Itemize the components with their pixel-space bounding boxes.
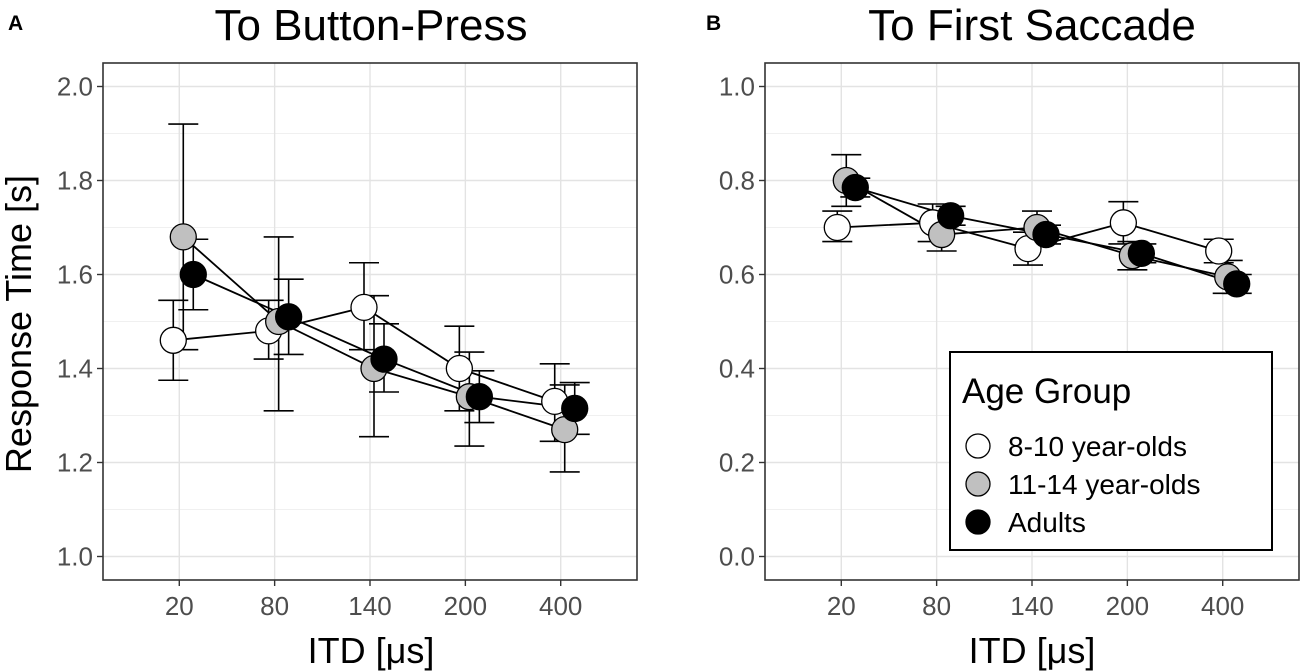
data-point-8-10	[159, 326, 187, 354]
panel-b-xlabel: ITD [μs]	[969, 630, 1096, 671]
data-point-8-10	[1205, 237, 1233, 265]
panel-a: A To Button-Press 1.0 1.2 1.4 1.6 1.8 2.0 20 80…	[0, 1, 638, 671]
y-tick-label: 1.0	[719, 72, 755, 102]
x-tick-label: 80	[260, 591, 289, 621]
y-tick-label: 2.0	[57, 72, 93, 102]
y-tick-label: 0.0	[719, 542, 755, 572]
data-point-adults	[274, 303, 303, 331]
panel-letter-b: B	[706, 12, 721, 35]
y-tick-label: 0.4	[719, 354, 755, 384]
panel-a-title: To Button-Press	[214, 1, 527, 50]
data-point-adults	[936, 202, 965, 230]
plot-b-border	[764, 62, 1300, 581]
data-point-8-10	[1109, 209, 1138, 237]
data-point-adults	[841, 173, 869, 202]
data-point-8-10	[350, 293, 378, 322]
data-point-adults	[1127, 239, 1156, 268]
x-tick-label: 20	[165, 591, 194, 621]
data-point-adults	[465, 383, 494, 411]
y-tick-label: 1.4	[57, 354, 93, 384]
y-tick-label: 1.0	[57, 542, 93, 572]
x-tick-label: 140	[1010, 591, 1053, 621]
data-point-adults	[561, 394, 589, 423]
legend: Age Group 8-10 year-olds 11-14 year-olds…	[949, 351, 1273, 551]
panel-letter-a: A	[8, 12, 23, 35]
legend-label-8-10: 8-10 year-olds	[1008, 431, 1187, 462]
x-tick-label: 200	[444, 591, 487, 621]
x-tick-label: 200	[1106, 591, 1149, 621]
legend-title: Age Group	[962, 372, 1131, 411]
y-tick-label: 1.6	[57, 260, 93, 290]
data-point-adults	[1032, 220, 1060, 249]
y-tick-label: 1.2	[57, 448, 93, 478]
y-tick-label: 0.2	[719, 448, 755, 478]
y-tick-label: 0.6	[719, 260, 755, 290]
data-point-adults	[179, 260, 207, 289]
legend-marker-8-10	[965, 433, 991, 459]
data-point-8-10	[445, 354, 474, 383]
legend-marker-11-14	[965, 471, 991, 497]
x-tick-label: 400	[539, 591, 582, 621]
data-point-adults	[1223, 270, 1251, 298]
data-point-adults	[370, 345, 398, 373]
x-tick-label: 80	[922, 591, 951, 621]
panel-a-xlabel: ITD [μs]	[308, 630, 435, 671]
y-tick-label: 0.8	[719, 166, 755, 196]
legend-label-adults: Adults	[1008, 507, 1086, 538]
plot-a: 1.0 1.2 1.4 1.6 1.8 2.0 20 80 140 200 400	[57, 62, 638, 621]
y-tick-label: 1.8	[57, 166, 93, 196]
x-tick-label: 140	[348, 591, 391, 621]
legend-label-11-14: 11-14 year-olds	[1008, 469, 1200, 500]
x-tick-label: 20	[827, 591, 856, 621]
panel-a-ylabel: Response Time [s]	[0, 175, 39, 473]
legend-box	[949, 351, 1273, 551]
panel-b-title: To First Saccade	[868, 1, 1196, 50]
panel-b: B To First Saccade 0.0 0.2 0.4 0.6 0.8 1.0 20 8…	[706, 1, 1300, 671]
data-point-11-14	[169, 223, 197, 251]
x-tick-label: 400	[1201, 591, 1244, 621]
data-point-8-10	[823, 213, 851, 242]
plot-a-border	[102, 62, 638, 581]
legend-marker-adults	[965, 509, 991, 535]
